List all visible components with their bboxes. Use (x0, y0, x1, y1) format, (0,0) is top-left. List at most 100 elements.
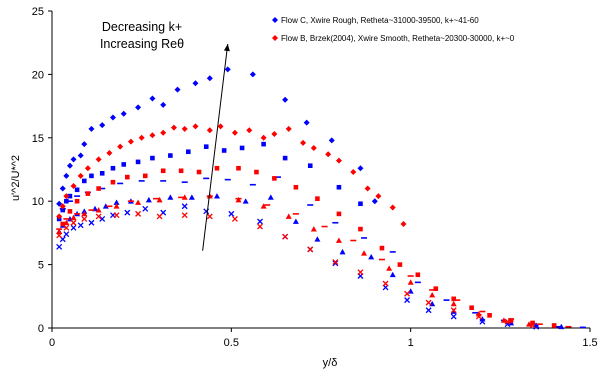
x-tick-label: 0.5 (224, 337, 239, 349)
flow-c-diamond-point (63, 172, 70, 179)
flow-c-diamond-point (135, 104, 142, 111)
x-tick-label: 1 (408, 337, 414, 349)
flow-c-square-point (358, 201, 363, 207)
flow-b-x-point (206, 213, 213, 220)
x-axis-label: y/δ (323, 357, 338, 369)
flow-b-dash-point (74, 213, 81, 215)
flow-b-triangle-point (235, 196, 242, 203)
flow-b-diamond-point (192, 123, 199, 130)
flow-b-x-point (504, 318, 511, 325)
flow-c-diamond-point (192, 80, 199, 87)
y-tick-label: 20 (32, 69, 44, 81)
flow-c-square-point (121, 162, 127, 167)
flow-b-square-point (487, 313, 492, 318)
flow-b-diamond-point (127, 138, 134, 145)
flow-b-x-point (70, 219, 77, 226)
flow-b-square-point (214, 165, 220, 171)
trend-arrow-line (202, 43, 229, 251)
flow-c-triangle-point (267, 194, 274, 200)
flow-c-dash-point (414, 281, 421, 284)
flow-b-dash-point (350, 239, 357, 242)
annotation-line-1: Decreasing k+ (102, 20, 182, 34)
flow-b-square-point (551, 323, 557, 328)
flow-b-square-point (315, 196, 320, 201)
flow-c-x-point (99, 215, 106, 222)
flow-c-triangle-point (389, 271, 396, 278)
flow-b-triangle-point (135, 199, 142, 205)
flow-c-square-point (221, 148, 227, 153)
flow-b-diamond-point (375, 193, 382, 200)
flow-b-dash-point (407, 275, 414, 277)
flow-b-triangle-point (81, 210, 88, 217)
flow-b-square-point (336, 211, 342, 217)
legend: Flow C, Xwire Rough, Retheta~31000-39500… (272, 16, 515, 43)
flow-b-square-point (85, 191, 91, 196)
flow-b-x-point (357, 269, 364, 276)
flow-b-x-point (404, 290, 411, 297)
data-points (56, 66, 586, 330)
flow-b-dash-point (264, 204, 271, 206)
flow-c-dash-point (332, 221, 339, 224)
flow-b-dash-point (536, 323, 543, 325)
flow-b-diamond-point (246, 127, 253, 134)
flow-c-diamond-point (81, 141, 88, 148)
flow-b-dash-point (153, 197, 160, 200)
y-tick-label: 10 (32, 196, 44, 208)
flow-b-square-point (379, 245, 385, 251)
flow-b-square-point (358, 226, 363, 232)
flow-c-triangle-point (113, 199, 120, 205)
flow-b-x-point (181, 212, 188, 219)
flow-c-dash-point (117, 182, 124, 185)
flow-c-diamond-point (206, 75, 213, 82)
flow-c-x-point (56, 243, 63, 250)
flow-c-x-point (142, 205, 149, 212)
flow-c-diamond-point (160, 101, 167, 108)
flow-b-diamond-point (170, 124, 177, 131)
flow-c-triangle-point (145, 196, 152, 203)
flow-c-dash-point (472, 311, 479, 314)
flow-c-diamond-point (357, 165, 364, 172)
flow-c-triangle-point (102, 203, 109, 209)
flow-c-square-point (74, 187, 80, 193)
flow-c-x-point (479, 318, 486, 325)
flow-b-diamond-point (364, 185, 371, 192)
flow-b-square-point (178, 168, 184, 174)
flow-c-square-point (203, 144, 209, 149)
flow-c-dash-point (74, 195, 81, 197)
flow-c-diamond-point (120, 110, 127, 117)
flow-b-diamond-point (231, 129, 238, 136)
flow-c-diamond-point (70, 156, 77, 163)
flow-b-triangle-point (156, 196, 163, 203)
flow-b-square-point (469, 305, 474, 311)
flow-c-diamond-point (88, 125, 95, 132)
flow-c-diamond-point (174, 86, 181, 93)
axes (51, 11, 590, 329)
flow-c-square-point (336, 184, 342, 190)
flow-c-x-point (450, 313, 457, 320)
flow-b-square-point (96, 186, 101, 191)
flow-c-x-point (257, 218, 263, 225)
flow-b-dash-point (63, 218, 70, 220)
flow-b-square-point (142, 173, 148, 179)
flow-b-square-point (110, 179, 116, 185)
flow-b-diamond-point (106, 150, 113, 157)
flow-b-x-point (56, 232, 63, 239)
flow-b-x-point (475, 313, 482, 320)
flow-b-x-point (529, 322, 536, 329)
legend-marker-flow-c (272, 17, 278, 23)
flow-c-diamond-point (59, 185, 66, 192)
flow-c-square-point (261, 141, 266, 147)
flow-c-triangle-point (213, 193, 220, 199)
flow-c-dash-point (160, 180, 167, 182)
flow-b-triangle-point (450, 300, 457, 307)
flow-b-x-point (257, 223, 263, 230)
flow-b-x-point (382, 280, 389, 287)
flow-b-triangle-point (95, 207, 102, 213)
y-tick-label: 5 (38, 260, 44, 272)
flow-b-square-point (74, 198, 80, 204)
flow-b-diamond-point (63, 193, 70, 200)
flow-b-square-point (160, 168, 166, 174)
flow-b-triangle-point (285, 213, 292, 219)
flow-c-square-point (135, 159, 141, 165)
